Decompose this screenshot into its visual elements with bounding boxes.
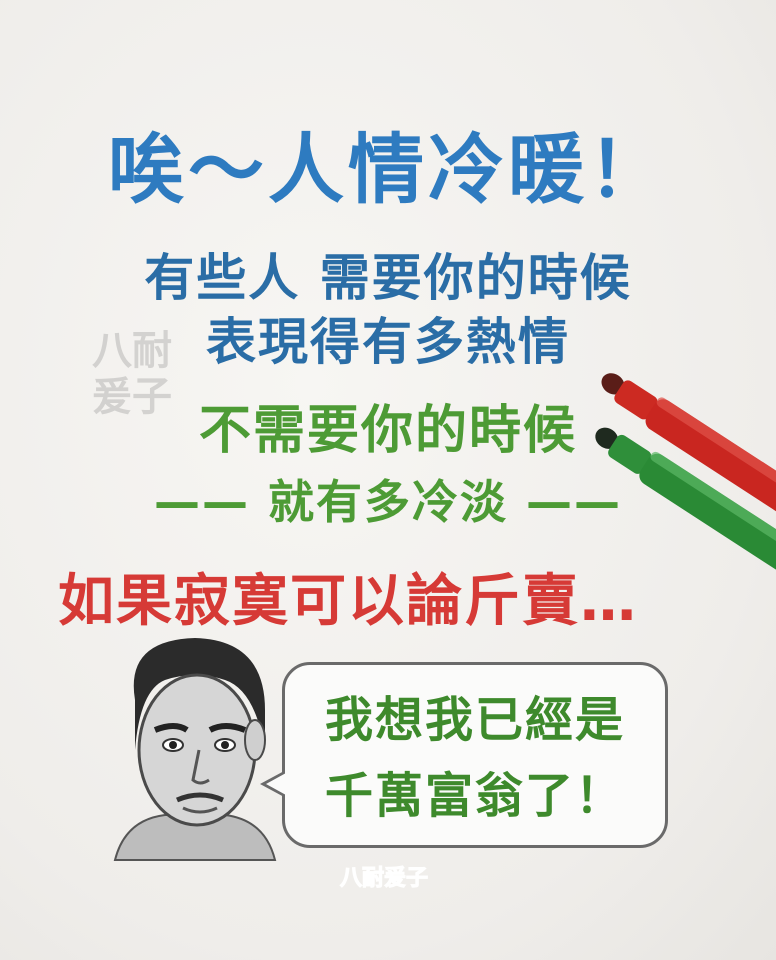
page-title: 唉～人情冷暖！ — [108, 125, 668, 214]
text-line-4: —— 就有多冷淡 —— — [153, 475, 623, 529]
bubble-text-line-1: 我想我已經是 — [324, 692, 625, 748]
text-line-1: 有些人 需要你的時候 — [144, 249, 632, 307]
green-marker-icon — [595, 427, 776, 579]
speech-bubble — [282, 662, 668, 848]
red-marker-icon — [601, 373, 776, 519]
speech-bubble-tail-inner — [266, 773, 286, 795]
watermark-bottom: 八耐爰子 — [339, 866, 429, 892]
text-line-3: 不需要你的時候 — [198, 401, 577, 461]
bubble-text-line-2: 千萬富翁了！ — [324, 768, 625, 824]
portrait-face-icon — [113, 638, 277, 861]
watermark-top: 八耐 爰子 — [92, 328, 172, 420]
text-line-5: 如果寂寞可以論斤賣… — [58, 569, 638, 634]
text-line-2: 表現得有多熱情 — [206, 313, 570, 371]
